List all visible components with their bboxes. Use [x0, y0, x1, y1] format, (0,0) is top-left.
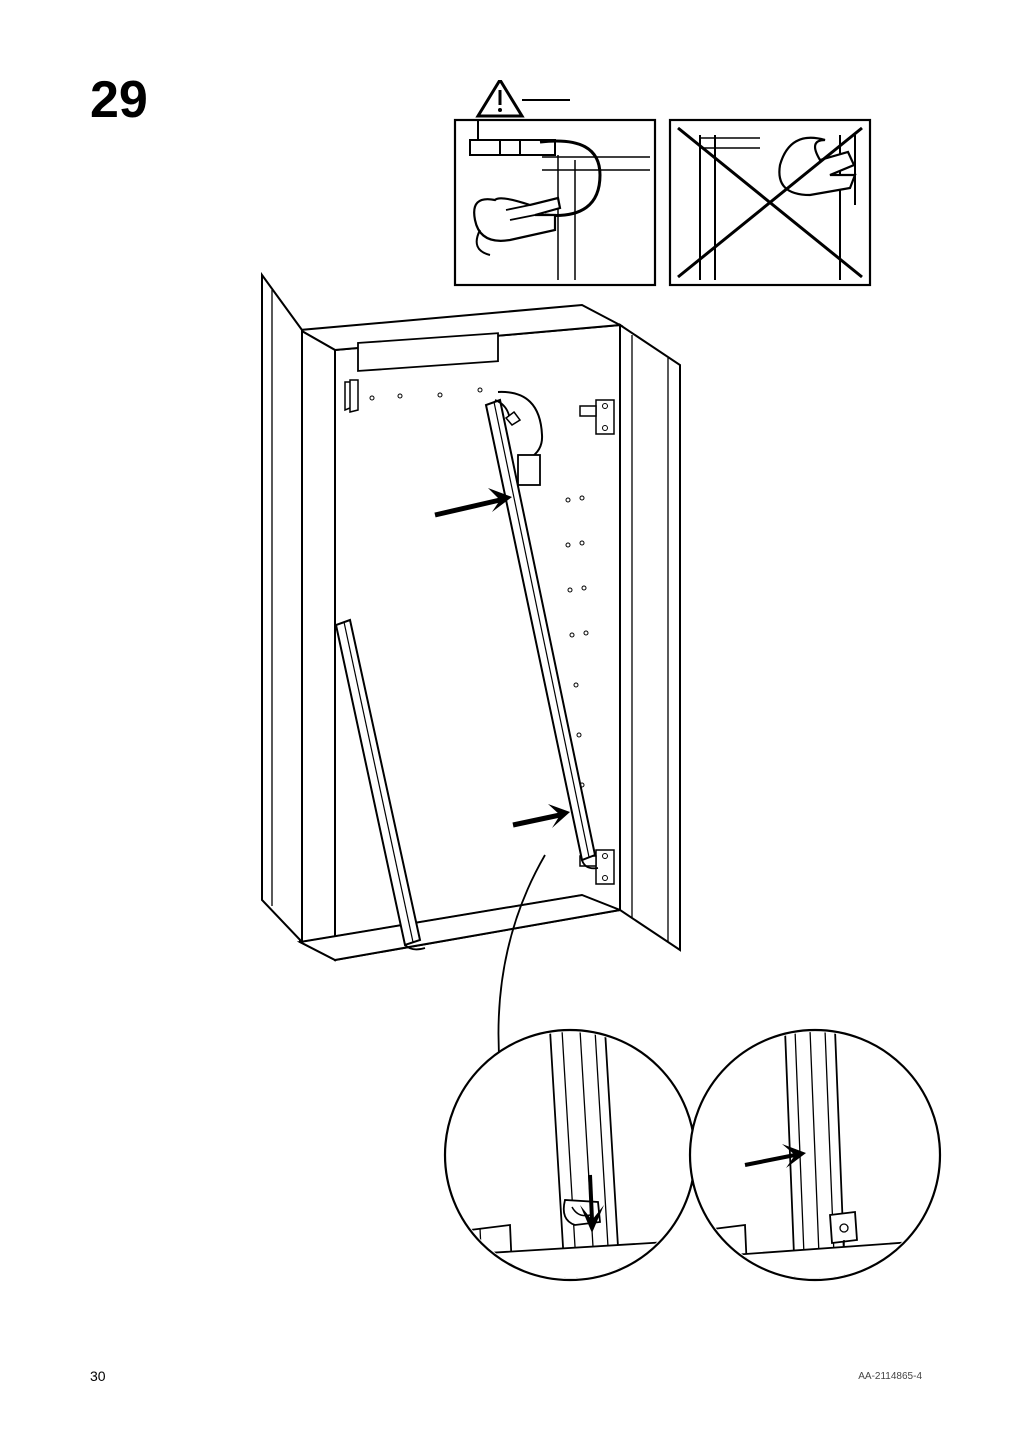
- warning-triangle-icon: [478, 80, 570, 116]
- document-code: AA-2114865-4: [858, 1371, 922, 1382]
- cabinet-diagram: [262, 275, 680, 1070]
- warning-panel-incorrect: [670, 120, 870, 285]
- diagram-area: [0, 80, 1012, 1360]
- warning-panel-correct: [455, 80, 655, 285]
- hand-icon: [474, 198, 560, 255]
- detail-circle-slide: [690, 1030, 940, 1298]
- assembly-diagram-svg: [0, 80, 1012, 1360]
- detail-circle-insert: [445, 1030, 700, 1295]
- assembly-instruction-page: 29: [0, 0, 1012, 1432]
- page-number: 30: [90, 1368, 106, 1384]
